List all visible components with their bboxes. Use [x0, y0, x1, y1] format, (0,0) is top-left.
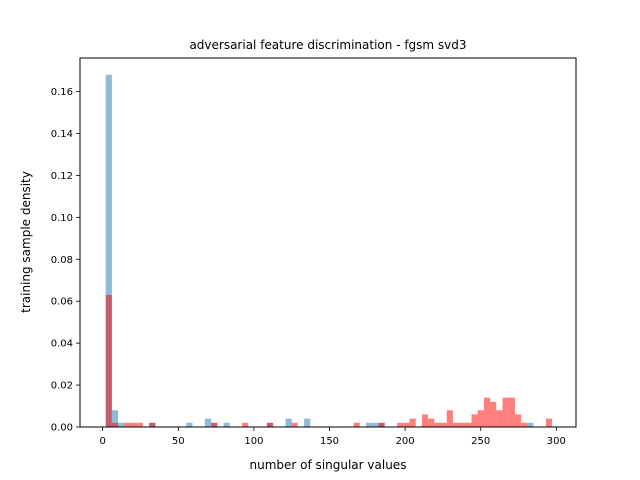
histogram-bar-series-1-bin-5	[186, 422, 193, 427]
histogram-bar-series-2-bin-15	[409, 418, 416, 427]
histogram-bar-series-2-bin-16	[421, 414, 429, 427]
histogram-bar-series-1-bin-10	[285, 418, 292, 427]
x-tick-label: 150	[320, 436, 339, 447]
y-tick-label: 0.00	[51, 423, 73, 434]
x-tick-label: 300	[547, 436, 566, 447]
histogram-bar-series-2-bin-11	[353, 422, 360, 427]
y-tick-label: 0.04	[51, 339, 73, 350]
histogram-bar-series-2-bin-24	[471, 414, 478, 427]
y-tick-label: 0.12	[51, 171, 73, 182]
histogram-bar-series-1-bin-6	[204, 418, 212, 427]
histogram-bar-series-2-bin-8	[242, 422, 249, 427]
histogram-bar-series-2-bin-19	[440, 422, 447, 427]
histogram-bar-series-2-bin-17	[428, 418, 435, 427]
histogram-bar-series-2-bin-27	[490, 401, 497, 427]
histogram-bar-series-2-bin-32	[521, 422, 528, 427]
x-tick-label: 100	[244, 436, 263, 447]
histogram-bar-series-2-bin-2	[111, 422, 119, 427]
histogram-bar-series-2-bin-3	[124, 422, 131, 427]
histogram-bar-series-2-bin-7	[211, 422, 218, 427]
histogram-bar-series-2-bin-5	[136, 422, 143, 427]
histogram-bar-series-2-bin-14	[403, 422, 410, 427]
y-tick-label: 0.16	[51, 87, 73, 98]
y-tick-label: 0.02	[51, 381, 73, 392]
histogram-bar-series-2-bin-9	[266, 422, 274, 427]
plot-area	[80, 58, 576, 427]
y-tick-label: 0.06	[51, 297, 73, 308]
histogram-bar-series-2-bin-4	[130, 422, 137, 427]
histogram-bar-series-2-bin-12	[378, 422, 385, 427]
histogram-bar-series-2-bin-1	[105, 294, 112, 427]
histogram-bar-series-2-bin-13	[397, 422, 404, 427]
y-tick-label: 0.08	[51, 255, 73, 266]
histogram-bar-series-2-bin-18	[434, 422, 441, 427]
histogram-bar-series-2-bin-21	[452, 422, 460, 427]
plot-background	[80, 58, 576, 427]
x-tick-label: 200	[396, 436, 415, 447]
histogram-bar-series-2-bin-22	[459, 422, 466, 427]
histogram-bar-series-1-bin-11	[304, 418, 311, 427]
x-axis-label: number of singular values	[250, 458, 407, 472]
histogram-bar-series-2-bin-29	[502, 397, 509, 427]
plot-frame	[79, 57, 577, 428]
histogram-bar-series-1-bin-15	[527, 422, 534, 427]
histogram-bar-series-2-bin-23	[465, 422, 472, 427]
histogram-bar-series-1-bin-13	[372, 422, 379, 427]
histogram-bars	[105, 74, 553, 428]
histogram-bar-series-2-bin-30	[508, 397, 515, 427]
x-axis-ticks: 0 50 100 150 200 250 300	[99, 427, 566, 447]
y-axis-ticks: 0.00 0.02 0.04 0.06 0.08 0.10 0.12 0.14 0.16	[51, 87, 80, 434]
histogram-bar-series-2-bin-20	[446, 410, 453, 427]
y-tick-label: 0.14	[51, 129, 73, 140]
y-axis-label: training sample density	[19, 171, 33, 313]
histogram-bar-series-1-bin-2	[111, 410, 119, 427]
x-tick-label: 0	[99, 436, 105, 447]
histogram-bar-series-2-bin-33	[545, 418, 553, 427]
histogram-bar-series-2-bin-10	[291, 422, 298, 427]
histogram-bar-series-1-bin-12	[366, 422, 373, 427]
histogram-bar-series-1-bin-8	[223, 422, 230, 427]
histogram-bar-series-2-bin-25	[477, 410, 484, 427]
histogram-bar-series-1-bin-3	[118, 422, 125, 427]
histogram-bar-series-1-bin-1	[105, 74, 112, 428]
histogram-bar-series-2-bin-28	[496, 410, 503, 427]
y-tick-label: 0.10	[51, 213, 73, 224]
histogram-bar-series-2-bin-31	[514, 414, 522, 427]
chart-title: adversarial feature discrimination - fgs…	[189, 38, 466, 52]
histogram-bar-series-2-bin-26	[483, 397, 491, 427]
x-tick-label: 250	[471, 436, 490, 447]
histogram-bar-series-2-bin-6	[149, 422, 156, 427]
x-tick-label: 50	[172, 436, 185, 447]
